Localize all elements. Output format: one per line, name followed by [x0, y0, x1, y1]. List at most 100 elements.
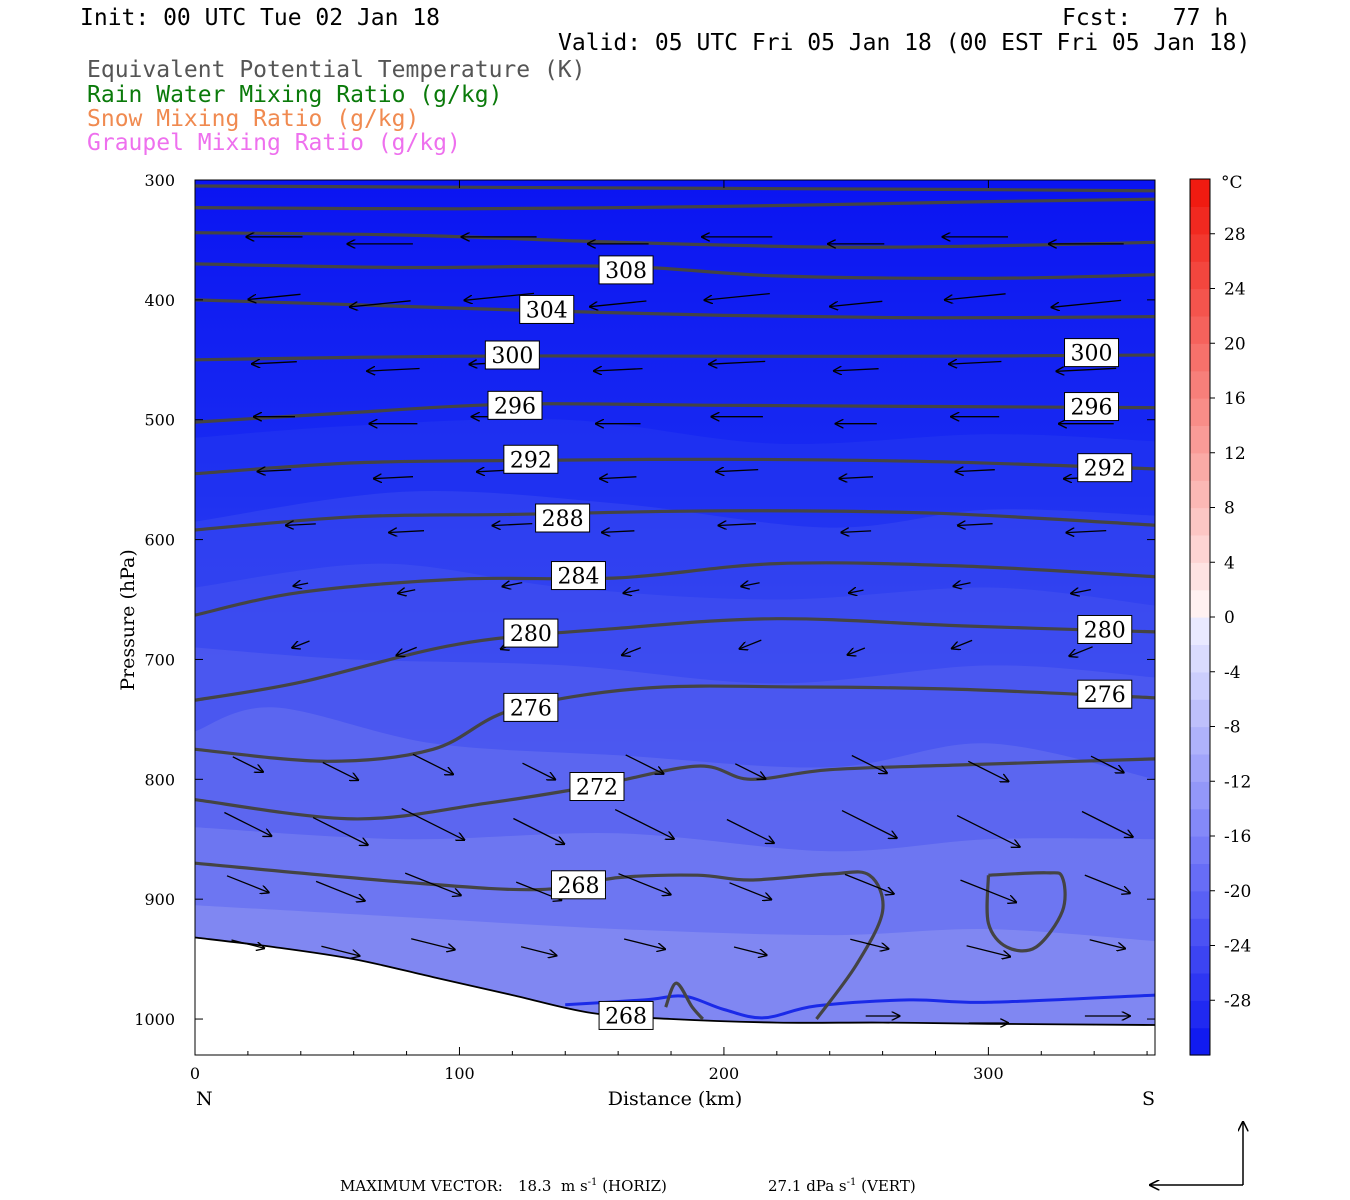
isentrope-label: 272 — [576, 776, 618, 801]
wind-vector — [729, 882, 772, 900]
isentrope-308 — [195, 231, 1155, 249]
wind-vector — [618, 873, 671, 895]
colorbar-label: -8 — [1224, 718, 1241, 738]
wind-vector — [956, 815, 1020, 847]
colorbar-segment — [1190, 343, 1210, 372]
plot-frame — [194, 179, 1156, 1056]
colorbar-segment — [1190, 206, 1210, 235]
wind-vector — [1051, 299, 1122, 307]
wind-vector — [735, 763, 765, 779]
colorbar-segment — [1190, 370, 1210, 399]
colorbar-segment — [1190, 781, 1210, 810]
wind-vector — [740, 639, 762, 649]
isentrope-label-box — [503, 692, 559, 722]
wind-vector — [839, 477, 874, 479]
colorbar-label: 24 — [1224, 280, 1246, 300]
colorbar-segment — [1190, 918, 1210, 947]
wind-vector — [1089, 939, 1125, 949]
legend-graupel: Graupel Mixing Ratio (g/kg) — [87, 130, 461, 156]
wind-vector — [709, 361, 766, 364]
colorbar-segment — [1190, 617, 1210, 645]
colorbar-label: 20 — [1224, 334, 1246, 354]
scale-arrows — [1150, 1122, 1243, 1185]
isentrope-label-box — [503, 444, 559, 474]
terrain-fill — [195, 937, 1155, 1055]
colorbar-segment — [1190, 398, 1210, 426]
max-vector-horiz: 18.3 m s-1 (HORIZ) — [518, 1177, 667, 1195]
isentrope-288 — [195, 509, 1155, 532]
max-vector-vert: 27.1 dPa s-1 (VERT) — [768, 1177, 916, 1195]
x-left-label: N — [196, 1088, 213, 1110]
wind-vector — [705, 292, 770, 301]
wind-vector — [411, 938, 455, 950]
colorbar-segment — [1190, 452, 1210, 481]
wind-vector — [224, 811, 271, 837]
wind-vector — [958, 524, 993, 526]
wind-vector — [1071, 590, 1091, 594]
isentrope-280 — [195, 617, 1155, 702]
isentrope-label-box — [1064, 338, 1120, 368]
colorbar-segment — [1190, 699, 1210, 728]
wind-vector — [1081, 810, 1133, 838]
isentrope-268 — [985, 871, 1067, 953]
wind-vector — [953, 583, 971, 587]
wind-vector — [522, 762, 556, 779]
isentrope-label-box — [1064, 392, 1120, 422]
wind-vector — [625, 754, 664, 774]
colorbar-segment — [1190, 726, 1210, 755]
y-axis-title: Pressure (hPa) — [117, 549, 139, 691]
wind-vector — [1056, 368, 1117, 371]
wind-vector — [226, 875, 269, 893]
isentrope-label-box — [598, 255, 654, 285]
wind-vector — [594, 369, 643, 371]
x-tick-label: 100 — [444, 1064, 475, 1083]
colorbar-segment — [1190, 1000, 1210, 1029]
colorbar-label: 8 — [1224, 499, 1235, 519]
wind-vector — [851, 754, 887, 774]
wind-vector — [849, 590, 864, 593]
wind-vector — [1069, 646, 1093, 656]
wind-vector — [718, 524, 756, 526]
wind-vector — [960, 879, 1017, 902]
wind-vector — [623, 938, 665, 949]
blue-contour-line — [565, 993, 1155, 1020]
wind-vectors — [224, 237, 1132, 1023]
colorbar-label: 0 — [1224, 608, 1235, 628]
colorbar-label: 12 — [1224, 444, 1246, 464]
wind-vector — [952, 639, 973, 648]
wind-vector — [834, 369, 879, 371]
y-tick-label: 400 — [144, 291, 175, 310]
isentrope-label-box — [484, 340, 540, 370]
colorbar-label: -20 — [1224, 882, 1251, 902]
isentrope-label-box — [550, 561, 606, 591]
wind-vector — [600, 477, 637, 479]
legend-snow: Snow Mixing Ratio (g/kg) — [87, 106, 420, 132]
wind-vector — [401, 808, 465, 840]
wind-vector — [258, 470, 292, 472]
colorbar-segment — [1190, 507, 1210, 536]
colorbar-segment — [1190, 863, 1210, 892]
colorbar-segment — [1190, 425, 1210, 454]
isentrope-label-box — [503, 618, 559, 648]
isentrope-label-box — [487, 390, 543, 420]
isentrope-labels: 308 304 300 300 296 296 292 292 288 284 280 280 276 2… — [484, 255, 1133, 1030]
colorbar: 28 24 20 16 12 8 4 0 -4 -8 -12 -16 -20 -24 -28 — [1189, 178, 1251, 1056]
isentrope-label: 296 — [494, 394, 536, 419]
y-tick-label: 800 — [144, 770, 175, 789]
isentrope-label: 304 — [526, 298, 568, 323]
y-tick-label: 1000 — [134, 1010, 175, 1029]
wind-vector — [949, 362, 1002, 365]
colorbar-segment — [1190, 288, 1210, 317]
colorbar-segment — [1190, 945, 1210, 974]
wind-vector — [232, 756, 263, 772]
wind-vector — [1084, 874, 1130, 893]
wind-vector — [520, 946, 556, 956]
wind-vector — [367, 369, 420, 372]
x-tick-label: 0 — [190, 1064, 200, 1083]
wind-vector — [293, 583, 309, 586]
wind-vector — [492, 524, 533, 526]
colorbar-segment — [1190, 233, 1210, 262]
wind-vector — [231, 939, 265, 948]
wind-vector — [503, 583, 523, 587]
